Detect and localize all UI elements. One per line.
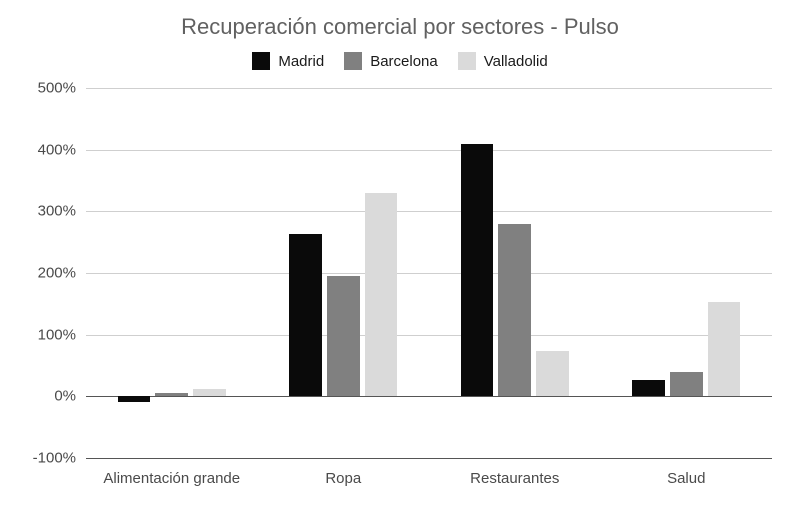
gridline [86,150,772,151]
gridline [86,211,772,212]
zero-line [86,396,772,397]
bar-valladolid [365,193,398,396]
bar-valladolid [193,389,226,396]
bar-barcelona [498,224,531,396]
x-tick-label: Alimentación grande [103,470,240,487]
legend-swatch [458,52,476,70]
legend-label: Valladolid [484,53,548,70]
x-tick-label: Ropa [325,470,361,487]
chart-title: Recuperación comercial por sectores - Pu… [0,14,800,40]
bar-valladolid [708,302,741,396]
legend-label: Barcelona [370,53,438,70]
bar-madrid [632,380,665,396]
legend-item-barcelona: Barcelona [344,52,438,70]
chart-container: Recuperación comercial por sectores - Pu… [0,0,800,511]
y-tick-label: 500% [38,80,86,97]
legend: Madrid Barcelona Valladolid [0,52,800,74]
legend-label: Madrid [278,53,324,70]
y-tick-label: -100% [33,450,86,467]
y-tick-label: 0% [54,388,86,405]
y-tick-label: 300% [38,203,86,220]
bar-barcelona [327,276,360,396]
y-tick-label: 200% [38,265,86,282]
legend-swatch [252,52,270,70]
gridline [86,335,772,336]
bar-barcelona [155,393,188,396]
bar-barcelona [670,372,703,396]
bar-madrid [461,144,494,397]
bar-madrid [289,234,322,397]
y-tick-label: 400% [38,141,86,158]
gridline [86,88,772,89]
legend-item-valladolid: Valladolid [458,52,548,70]
x-tick-label: Salud [667,470,705,487]
bar-valladolid [536,351,569,397]
y-tick-label: 100% [38,326,86,343]
legend-swatch [344,52,362,70]
gridline [86,273,772,274]
plot-area: -100%0%100%200%300%400%500%Alimentación … [86,88,772,459]
bar-madrid [118,396,151,402]
x-tick-label: Restaurantes [470,470,559,487]
legend-item-madrid: Madrid [252,52,324,70]
